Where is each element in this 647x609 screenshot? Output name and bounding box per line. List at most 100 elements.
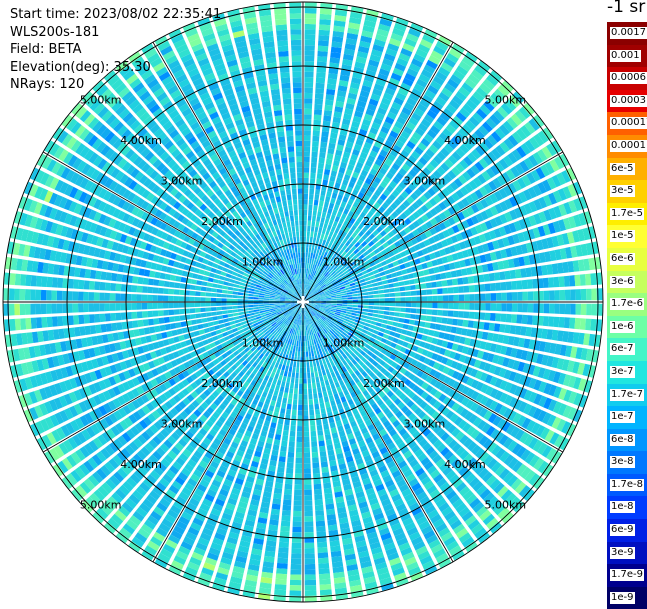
range-gate-cell	[293, 522, 302, 528]
range-gate-cell	[319, 574, 331, 580]
range-gate-cell	[308, 346, 311, 352]
range-gate-cell	[379, 294, 385, 298]
range-gate-cell	[352, 308, 358, 311]
range-gate-cell	[274, 439, 281, 445]
range-gate-cell	[570, 304, 576, 315]
range-gate-cell	[327, 390, 332, 396]
range-gate-cell	[395, 292, 401, 296]
range-gate-cell	[270, 372, 275, 378]
range-gate-cell	[217, 311, 223, 315]
range-gate-cell	[329, 378, 334, 384]
range-gate-cell	[293, 399, 297, 405]
range-gate-cell	[358, 299, 363, 302]
range-gate-cell	[324, 110, 332, 116]
range-gate-cell	[317, 233, 321, 239]
range-gate-cell	[422, 303, 427, 308]
range-gate-cell	[280, 451, 287, 457]
range-gate-cell	[575, 318, 581, 330]
range-gate-cell	[430, 323, 436, 329]
range-gate-cell	[401, 297, 406, 301]
range-gate-cell	[406, 297, 411, 301]
range-gate-cell	[304, 484, 312, 490]
range-gate-cell	[347, 307, 353, 310]
range-gate-cell	[224, 322, 230, 327]
range-gate-cell	[214, 325, 220, 330]
range-gate-cell	[331, 304, 336, 306]
range-gate-cell	[367, 284, 373, 288]
range-gate-cell	[313, 130, 320, 136]
range-gate-cell	[304, 500, 312, 506]
range-gate-cell	[373, 291, 379, 295]
range-gate-cell	[317, 51, 327, 57]
range-gate-cell	[314, 109, 322, 115]
range-gate-cell	[379, 290, 385, 294]
range-gate-cell	[464, 311, 470, 318]
range-gate-cell	[315, 221, 319, 227]
range-gate-cell	[295, 468, 302, 474]
range-gate-cell	[304, 135, 311, 141]
range-gate-cell	[324, 488, 332, 494]
range-gate-cell	[235, 319, 241, 323]
range-gate-cell	[305, 8, 317, 14]
range-gate-cell	[317, 542, 327, 548]
range-gate-cell	[291, 553, 301, 559]
range-gate-cell	[314, 195, 319, 201]
range-gate-cell	[459, 295, 465, 302]
range-gate-cell	[305, 13, 317, 19]
range-gate-cell	[314, 248, 317, 254]
range-gate-cell	[367, 313, 373, 317]
range-gate-cell	[454, 303, 460, 309]
range-gate-cell	[384, 311, 390, 315]
range-gate-cell	[419, 321, 425, 327]
range-gate-cell	[304, 474, 311, 480]
range-gate-cell	[312, 457, 319, 463]
range-gate-cell	[153, 318, 159, 325]
range-gate-cell	[227, 310, 233, 314]
range-gate-cell	[554, 304, 560, 314]
range-gate-cell	[288, 447, 294, 453]
range-gate-cell	[554, 290, 560, 300]
range-gate-cell	[442, 280, 448, 286]
range-gate-cell	[280, 526, 290, 532]
range-gate-cell	[325, 498, 334, 504]
range-gate-cell	[411, 303, 416, 308]
range-gate-cell	[304, 447, 310, 453]
range-gate-cell	[308, 253, 311, 259]
range-gate-cell	[353, 305, 359, 308]
range-gate-cell	[299, 341, 301, 346]
range-gate-cell	[286, 409, 291, 415]
range-gate-cell	[379, 271, 385, 276]
range-gate-cell	[292, 351, 295, 357]
range-gate-cell	[408, 273, 414, 279]
range-gate-cell	[454, 295, 460, 301]
range-gate-cell	[363, 299, 368, 302]
range-gate-cell	[445, 326, 451, 333]
range-gate-cell	[397, 276, 403, 281]
range-gate-cell	[314, 494, 322, 500]
range-gate-cell	[304, 98, 312, 104]
range-gate-cell	[485, 284, 491, 292]
range-gate-cell	[306, 242, 309, 248]
range-gate-cell	[347, 309, 353, 312]
range-gate-cell	[287, 457, 294, 463]
range-gate-cell	[296, 447, 302, 453]
range-gate-cell	[249, 310, 255, 313]
range-gate-cell	[305, 24, 316, 30]
range-gate-cell	[297, 336, 299, 341]
range-gate-cell	[436, 317, 442, 323]
range-gate-cell	[389, 288, 395, 292]
range-gate-cell	[281, 403, 286, 409]
range-gate-cell	[311, 162, 317, 168]
range-gate-cell	[289, 350, 292, 356]
range-gate-cell	[308, 378, 312, 384]
range-gate-cell	[373, 269, 379, 274]
range-gate-cell	[442, 318, 448, 324]
range-gate-cell	[327, 373, 332, 379]
range-gate-cell	[231, 324, 237, 329]
range-gate-cell	[305, 45, 315, 51]
range-gate-cell	[290, 361, 294, 367]
range-gate-cell	[304, 109, 312, 115]
range-gate-cell	[315, 93, 324, 99]
range-gate-cell	[447, 318, 453, 325]
range-gate-cell	[313, 468, 320, 474]
